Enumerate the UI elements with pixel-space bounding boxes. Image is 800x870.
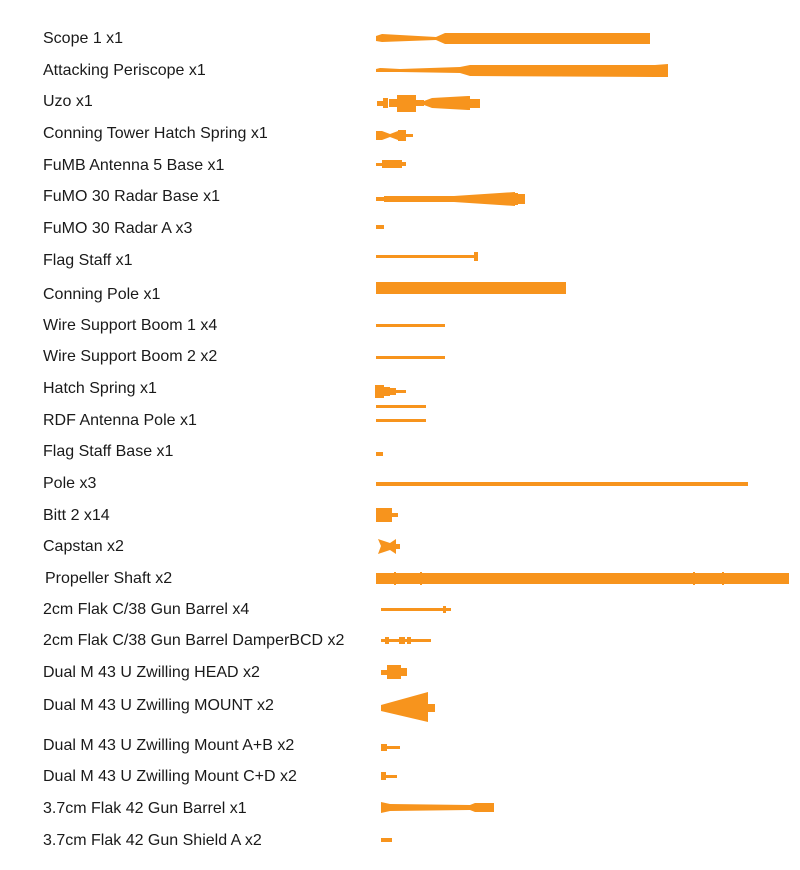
part-label: Flag Staff Base x1 [43,443,174,460]
2cm-flak-c38-gun-barrel-damperbcd-shape [381,637,431,644]
part-label: 2cm Flak C/38 Gun Barrel DamperBCD x2 [43,632,345,649]
rdf-antenna-pole-shape [376,405,426,422]
wire-support-boom-1-shape [376,324,445,327]
uzo-shape [377,95,480,112]
flag-staff-base-shape [376,452,383,456]
part-label: FuMO 30 Radar A x3 [43,220,193,237]
part-label: RDF Antenna Pole x1 [43,412,197,429]
3-7cm-flak-42-gun-shield-a-shape [381,838,392,842]
part-label: Bitt 2 x14 [43,507,110,524]
part-label: Scope 1 x1 [43,30,124,47]
part-label: Wire Support Boom 1 x4 [43,317,218,334]
dual-m43-mount-shape [381,692,435,722]
hatch-spring-shape [375,385,406,398]
capstan-shape [378,539,400,554]
part-label: Propeller Shaft x2 [45,570,173,587]
conning-pole-shape [376,282,566,294]
propeller-shaft-shape [376,572,789,585]
part-label: Dual M 43 U Zwilling Mount A+B x2 [43,737,295,754]
part-label: 3.7cm Flak 42 Gun Shield A x2 [43,832,262,849]
flag-staff-shape [376,252,478,261]
attacking-periscope-shape [376,64,668,77]
part-label: Conning Tower Hatch Spring x1 [43,125,268,142]
part-label: FuMB Antenna 5 Base x1 [43,157,225,174]
part-label: Attacking Periscope x1 [43,62,206,79]
bitt-2-shape [376,508,398,522]
part-label: Hatch Spring x1 [43,380,157,397]
fumo-30-radar-base-shape [376,192,525,206]
part-labels: Scope 1 x1 Attacking Periscope x1 Uzo x1… [0,0,370,870]
conning-tower-hatch-spring-shape [376,130,413,141]
part-label: Conning Pole x1 [43,286,161,303]
part-label: FuMO 30 Radar Base x1 [43,188,220,205]
scope-1-shape [376,33,650,44]
fumb-antenna-5-base-shape [376,160,406,168]
pole-shape [376,482,748,486]
part-label: Dual M 43 U Zwilling MOUNT x2 [43,697,274,714]
part-label: 3.7cm Flak 42 Gun Barrel x1 [43,800,247,817]
wire-support-boom-2-shape [376,356,445,359]
part-label: Flag Staff x1 [43,252,133,269]
dual-m43-mount-ab-shape [381,744,400,751]
dual-m43-head-shape [381,665,407,679]
3-7cm-flak-42-gun-barrel-shape [381,802,494,813]
part-label: Wire Support Boom 2 x2 [43,348,218,365]
part-label: Dual M 43 U Zwilling Mount C+D x2 [43,768,297,785]
part-label: Dual M 43 U Zwilling HEAD x2 [43,664,260,681]
part-label: Capstan x2 [43,538,124,555]
2cm-flak-c38-gun-barrel-shape [381,606,451,613]
dual-m43-mount-cd-shape [381,772,397,780]
part-label: Uzo x1 [43,93,93,110]
part-label: Pole x3 [43,475,97,492]
part-label: 2cm Flak C/38 Gun Barrel x4 [43,601,250,618]
fumo-30-radar-a-shape [376,225,384,229]
